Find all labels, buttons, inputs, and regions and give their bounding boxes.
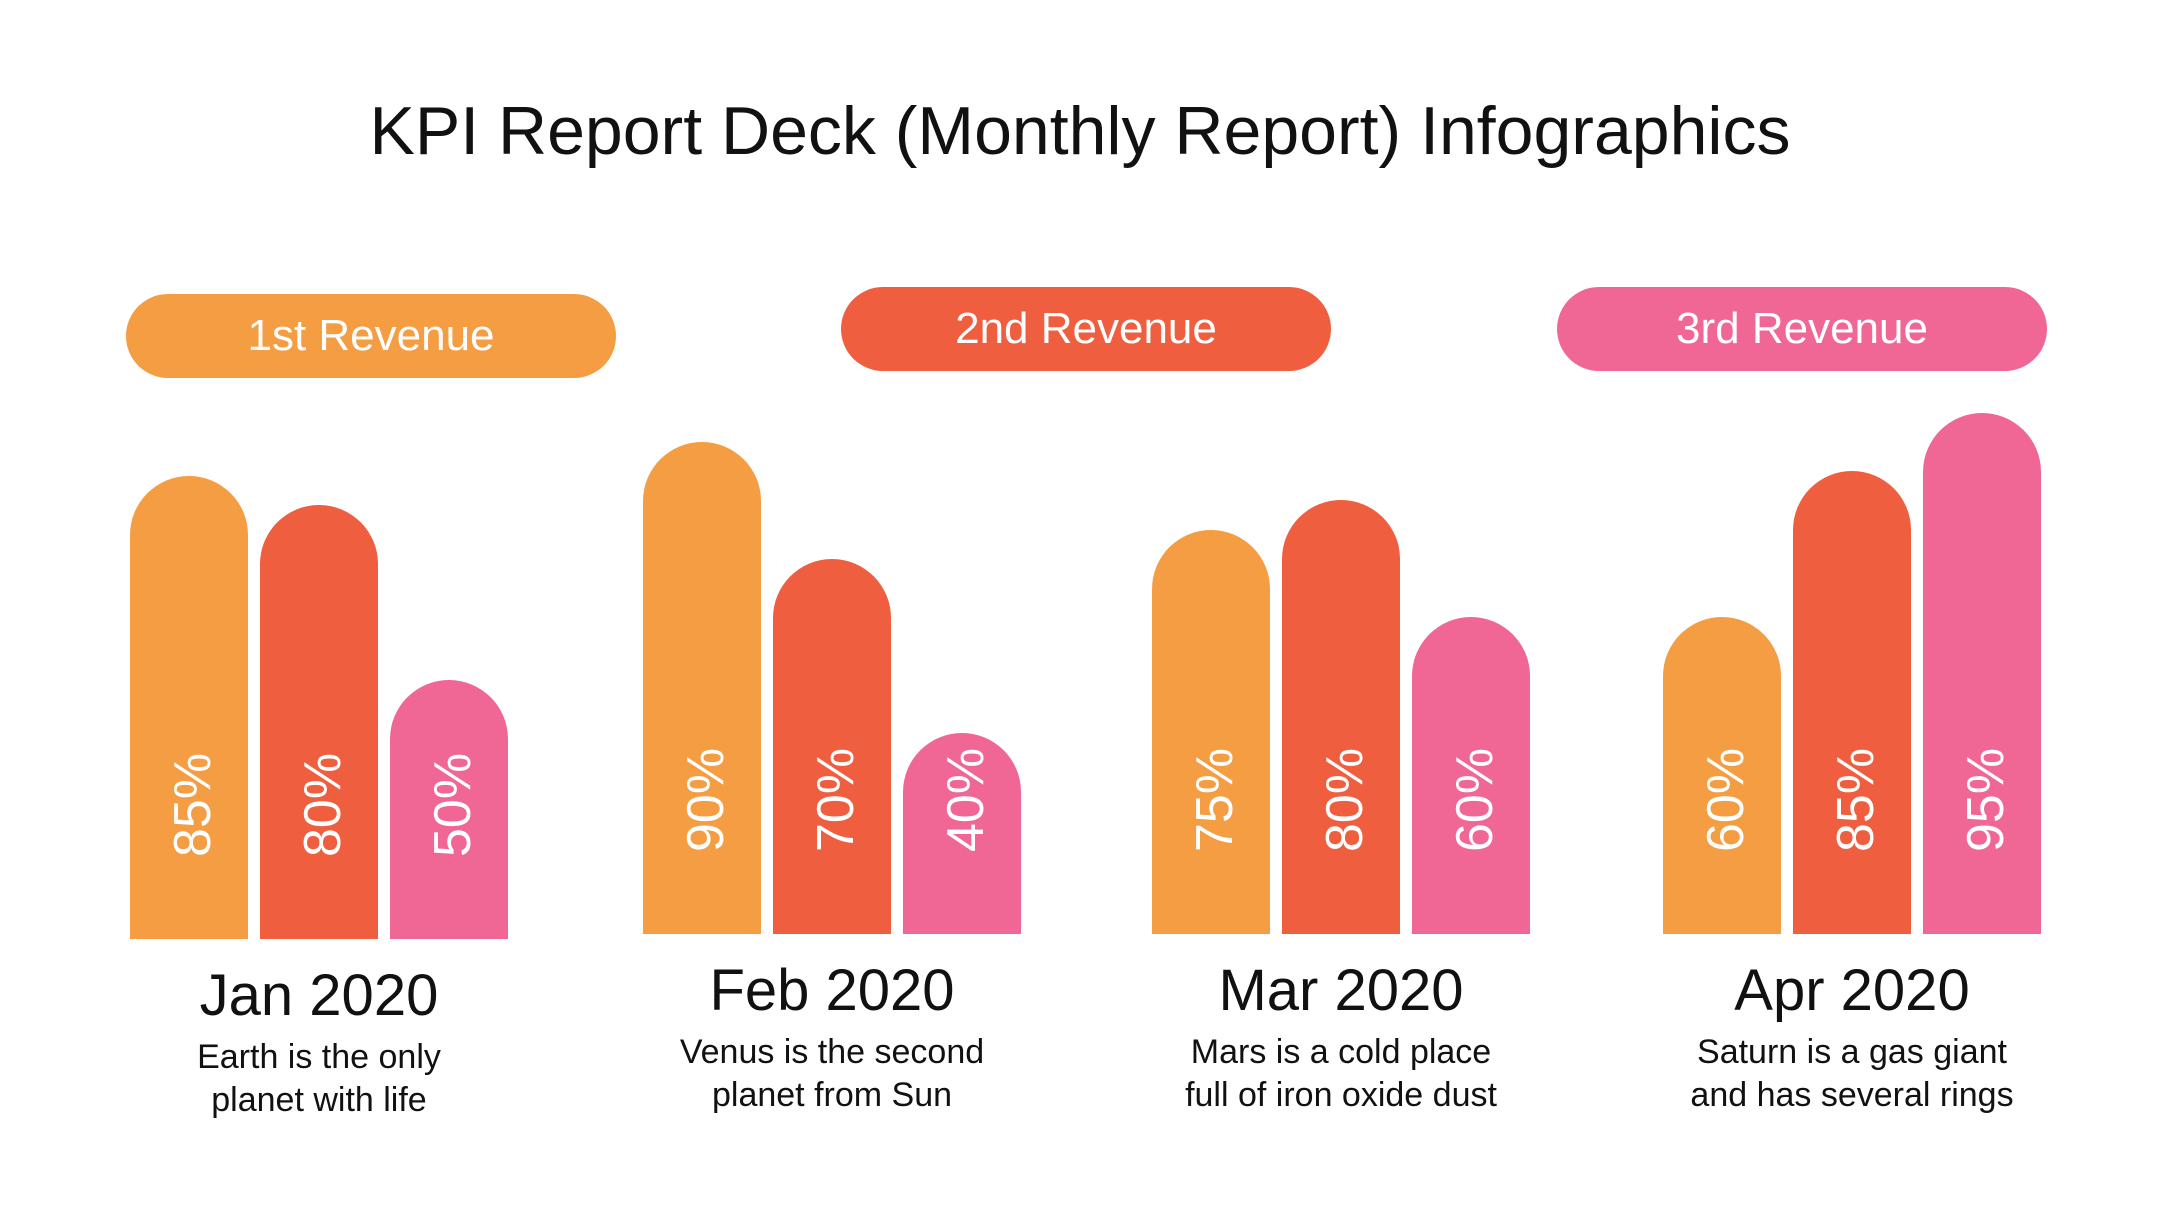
bar: 85% — [1793, 471, 1911, 934]
description-line: Saturn is a gas giant — [1697, 1033, 2007, 1071]
bar: 95% — [1923, 413, 2041, 934]
category-description: Saturn is a gas giant and has several rin… — [1622, 1031, 2082, 1117]
category-label: Feb 2020 — [709, 958, 955, 1023]
bar: 40% — [903, 733, 1021, 934]
bar-value-label: 95% — [1957, 747, 2015, 852]
category-label: Jan 2020 — [199, 963, 439, 1028]
bar: 75% — [1152, 529, 1270, 934]
bar-value-label: 50% — [424, 752, 482, 857]
bar: 85% — [130, 476, 248, 939]
legend-pill: 1st Revenue — [126, 294, 616, 378]
legend-pill: 3rd Revenue — [1557, 287, 2047, 371]
description-line: full of iron oxide dust — [1185, 1076, 1497, 1114]
description-line: and has several rings — [1690, 1076, 2014, 1114]
bar-value-label: 85% — [1827, 747, 1885, 852]
bar: 50% — [390, 680, 508, 939]
bar: 60% — [1663, 616, 1781, 934]
description-line: planet from Sun — [711, 1076, 953, 1114]
category-description: Earth is the only planet with life — [89, 1036, 549, 1122]
category-label: Apr 2020 — [1734, 958, 1970, 1023]
description-line: planet with life — [211, 1081, 427, 1119]
bar-value-label: 85% — [164, 752, 222, 857]
bar: 80% — [260, 505, 378, 939]
legend-pill: 2nd Revenue — [841, 287, 1331, 371]
bar-value-label: 60% — [1446, 747, 1504, 852]
bar: 60% — [1412, 616, 1530, 934]
bar-value-label: 70% — [807, 747, 865, 852]
category-description: Mars is a cold place full of iron oxide d… — [1111, 1031, 1571, 1117]
bar-value-label: 80% — [294, 752, 352, 857]
description-line: Venus is the second — [679, 1033, 985, 1071]
description-line: Mars is a cold place — [1190, 1033, 1492, 1071]
category-description: Venus is the second planet from Sun — [602, 1031, 1062, 1117]
bar-value-label: 40% — [937, 747, 995, 852]
bar-value-label: 60% — [1697, 747, 1755, 852]
bar-value-label: 90% — [677, 747, 735, 852]
category-label: Mar 2020 — [1218, 958, 1464, 1023]
bar-value-label: 80% — [1316, 747, 1374, 852]
page-title: KPI Report Deck (Monthly Report) Infogra… — [369, 93, 1791, 169]
description-line: Earth is the only — [197, 1038, 441, 1076]
bar: 90% — [643, 442, 761, 934]
bar-value-label: 75% — [1186, 747, 1244, 852]
bar: 70% — [773, 558, 891, 934]
bar: 80% — [1282, 500, 1400, 934]
